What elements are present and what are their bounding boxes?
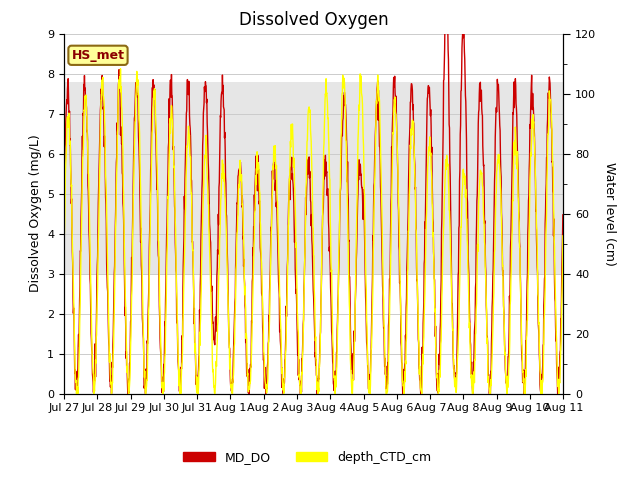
Title: Dissolved Oxygen: Dissolved Oxygen	[239, 11, 388, 29]
Y-axis label: Dissolved Oxygen (mg/L): Dissolved Oxygen (mg/L)	[29, 135, 42, 292]
Text: HS_met: HS_met	[72, 49, 125, 62]
Y-axis label: Water level (cm): Water level (cm)	[603, 162, 616, 265]
Legend: MD_DO, depth_CTD_cm: MD_DO, depth_CTD_cm	[179, 446, 436, 469]
Bar	[64, 82, 563, 274]
